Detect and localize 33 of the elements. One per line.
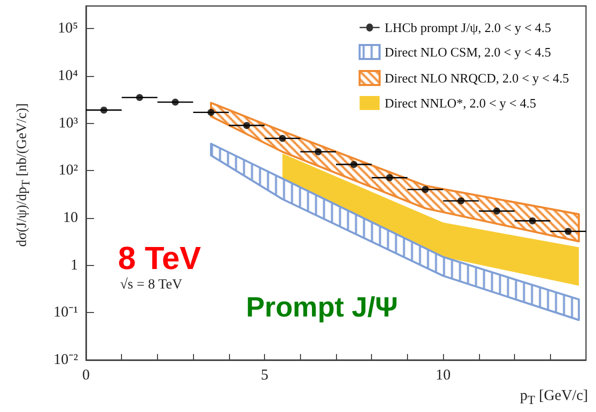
x-tick-label: 5 <box>260 368 268 384</box>
point <box>100 106 108 114</box>
x-axis-title: p$_{T}$ [GeV/c] <box>520 388 588 407</box>
point <box>243 122 250 129</box>
y-tick-label: 10 <box>63 210 78 226</box>
point <box>422 186 429 193</box>
y-tick-label: 10² <box>58 162 78 179</box>
legend-label: Direct NLO NRQCD, 2.0 < y < 4.5 <box>384 70 570 86</box>
x-tick-label: 0 <box>82 368 90 384</box>
y-tick-label: 10⁴ <box>58 68 78 84</box>
annotation: √s = 8 TeV <box>120 276 182 292</box>
legend-label: LHCb prompt J/ψ, 2.0 < y < 4.5 <box>384 20 552 35</box>
point <box>493 208 500 215</box>
point <box>208 108 214 116</box>
point <box>172 98 179 106</box>
annotation: Prompt J/Ψ <box>246 292 398 322</box>
point <box>314 148 322 156</box>
legend-label: Direct NLO CSM, 2.0 < y < 4.5 <box>384 44 551 60</box>
annotation: 8 TeV <box>118 240 202 276</box>
point <box>528 217 536 224</box>
y-tick-label: 10⁻² <box>54 352 78 368</box>
point <box>278 134 286 142</box>
y-tick-label: 10⁻¹ <box>54 304 78 321</box>
y-tick-label: 10⁵ <box>58 20 78 37</box>
point <box>458 197 464 204</box>
point <box>350 160 358 168</box>
legend-label: Direct NNLO*, 2.0 < y < 4.5 <box>384 96 536 110</box>
point <box>386 174 394 182</box>
x-tick-label: 10 <box>436 368 451 384</box>
point <box>564 228 572 235</box>
point <box>136 94 144 102</box>
y-tick-label: 1 <box>70 257 78 274</box>
y-tick-label: 10³ <box>58 115 78 132</box>
